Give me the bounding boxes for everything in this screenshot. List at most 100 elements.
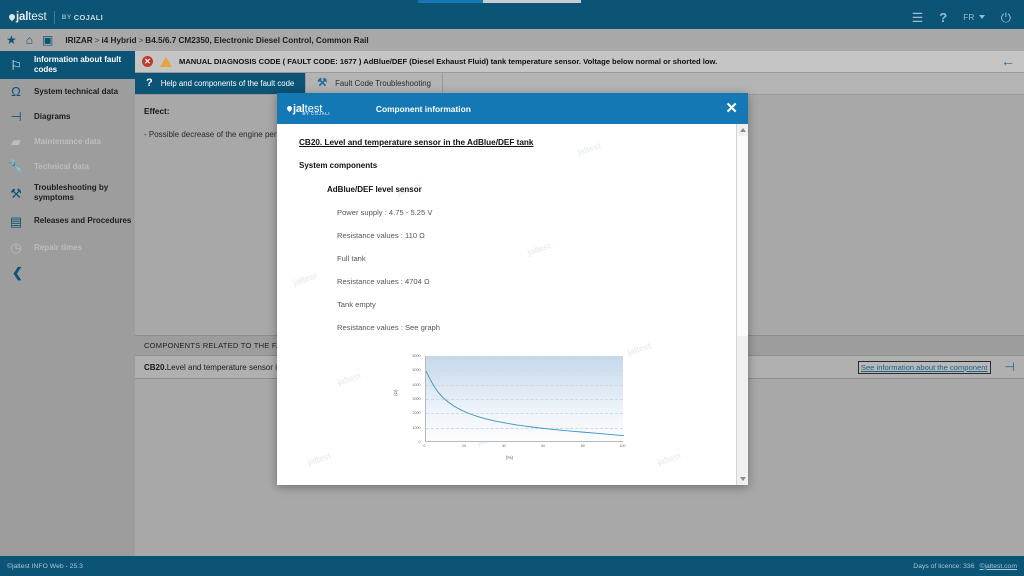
sidebar-item-label: Technical data <box>34 161 89 171</box>
language-selector[interactable]: FR <box>963 12 985 22</box>
app-header: jal test BY COJALI ☰ ? FR ⏻ <box>0 5 1024 29</box>
chart-x-tick-label: 40 <box>501 444 506 448</box>
top-strip-active-segment <box>418 0 483 3</box>
breadcrumb-sep-0: > <box>94 35 100 45</box>
sidebar-collapse-button[interactable]: ❮ <box>12 265 23 280</box>
spec-line: Power supply : 4.75 - 5.25 V <box>337 208 433 217</box>
spec-line: Resistance values : 110 Ω <box>337 231 425 240</box>
footer-version: ©jaltest INFO Web - 25.3 <box>7 562 83 570</box>
see-component-information-link[interactable]: See information about the component <box>857 360 991 374</box>
language-label: FR <box>963 12 975 22</box>
wrench-icon: 🔧 <box>7 159 25 174</box>
sidebar-item-releases-and-procedures[interactable]: ▤ Releases and Procedures <box>0 207 135 235</box>
dialog-body: jaltest jaltest jaltest jaltest jaltest … <box>277 124 748 485</box>
troubleshoot-icon: ⚒ <box>10 185 22 201</box>
chart-gridline <box>425 370 623 372</box>
system-components-subheading: System components <box>299 161 378 170</box>
search-vehicle-icon[interactable]: ▣ <box>42 33 54 47</box>
breadcrumb-sep-1: > <box>138 35 144 45</box>
scroll-up-icon[interactable] <box>740 128 746 132</box>
error-icon: ✕ <box>142 56 153 67</box>
list-icon[interactable]: ☰ <box>911 9 924 25</box>
component-row-text: CB20.Level and temperature sensor in t <box>144 363 286 372</box>
browser-top-strip <box>0 0 1024 5</box>
scrollbar-thumb[interactable] <box>737 136 748 336</box>
sidebar-item-diagrams[interactable]: ⊣ Diagrams <box>0 104 135 129</box>
scroll-down-icon[interactable] <box>740 477 746 481</box>
chart-gridline <box>425 427 623 429</box>
maintenance-icon: ▰ <box>11 134 21 149</box>
back-arrow-icon[interactable]: ← <box>1001 53 1015 69</box>
home-icon[interactable]: ⌂ <box>25 33 34 47</box>
footer-website-link[interactable]: ©jaltest.com <box>979 562 1018 570</box>
sidebar: ⚐ Information about fault codes Ω System… <box>0 51 135 556</box>
tab-fault-code-troubleshooting[interactable]: ⚒ Fault Code Troubleshooting <box>306 73 443 94</box>
chart-x-tick-label: 20 <box>462 444 467 448</box>
logo-test-text: test <box>28 11 47 23</box>
tab-bar: ? Help and components of the fault code … <box>135 73 1024 95</box>
breadcrumb[interactable]: IRIZAR > i4 Hybrid > B4.5/6.7 CM2350, Electr… <box>65 36 368 45</box>
dialog-scrollbar[interactable] <box>736 124 748 485</box>
chart-y-axis-label: (Ω) <box>392 389 398 397</box>
chart-x-tick-label: 60 <box>541 444 546 448</box>
dialog-title: Component information <box>375 103 471 114</box>
effect-title: Effect: <box>144 107 170 116</box>
sidebar-item-label: Repair times <box>34 242 83 252</box>
chart-y-ticks: 0 1000 2000 3000 4000 5000 6000 <box>401 354 423 444</box>
chart-y-tick-label: 4000 <box>412 382 421 387</box>
tab-bar-filler <box>443 73 1024 94</box>
component-name: AdBlue/DEF level sensor <box>327 185 422 194</box>
chart-y-tick-label: 5000 <box>412 368 421 373</box>
effect-description: - Possible decrease of the engine perfo <box>144 130 284 139</box>
chart-gridline <box>425 356 623 357</box>
header-actions: ☰ ? FR ⏻ <box>912 11 1024 24</box>
chart-gridline <box>425 413 623 415</box>
sidebar-item-label: Maintenance data <box>34 136 102 146</box>
logo-cojali-text: COJALI <box>73 12 104 22</box>
close-icon[interactable]: ✕ <box>725 100 738 117</box>
chart-y-tick-label: 1000 <box>412 425 421 430</box>
breadcrumb-item-0: IRIZAR <box>65 35 93 45</box>
sidebar-item-troubleshooting-by-symptoms[interactable]: ⚒ Troubleshooting by symptoms <box>0 179 135 207</box>
sidebar-item-label: Troubleshooting by symptoms <box>34 183 109 202</box>
fault-codes-icon: ⚐ <box>10 57 22 73</box>
resistance-chart: (Ω) 0 1000 2000 3000 4000 5000 6000 0 20 40 60 80 1… <box>392 354 626 464</box>
sidebar-item-repair-times: ◷ Repair times <box>0 235 135 260</box>
components-section-title: COMPONENTS RELATED TO THE FAULT <box>144 341 296 350</box>
fault-code-banner: ✕ MANUAL DIAGNOSIS CODE ( FAULT CODE: 16… <box>135 51 1024 73</box>
logo-dot-icon <box>285 104 294 113</box>
fault-code-text: MANUAL DIAGNOSIS CODE ( FAULT CODE: 1677… <box>179 57 718 66</box>
tab-help-and-components[interactable]: ? Help and components of the fault code <box>135 73 307 94</box>
sidebar-item-label: System technical data <box>34 86 119 96</box>
component-label: Level and temperature sensor in t <box>166 362 286 372</box>
sidebar-item-maintenance-data: ▰ Maintenance data <box>0 129 135 154</box>
sidebar-item-label: Releases and Procedures <box>34 216 132 225</box>
app-footer: ©jaltest INFO Web - 25.3 Days of licence… <box>0 556 1024 576</box>
app-logo: jal test BY COJALI <box>0 10 104 24</box>
tab-label: Fault Code Troubleshooting <box>335 79 431 88</box>
spec-line: Full tank <box>337 254 366 263</box>
help-icon[interactable]: ? <box>939 9 948 25</box>
ohm-icon: Ω <box>11 84 21 99</box>
logo-by-text: BY <box>61 13 72 21</box>
chart-x-tick-label: 0 <box>423 444 426 448</box>
sidebar-item-information-about-fault-codes[interactable]: ⚐ Information about fault codes <box>0 51 135 79</box>
diagram-icon[interactable]: ⊣ <box>1004 360 1015 374</box>
favorite-icon[interactable]: ★ <box>6 33 17 47</box>
chart-series-line <box>425 370 624 437</box>
chart-gridline <box>425 399 623 400</box>
logo-by-cojali-text: BY COJALI <box>302 111 330 116</box>
power-icon[interactable]: ⏻ <box>1000 9 1011 25</box>
dialog-header: jal test BY COJALI Component information… <box>277 93 748 124</box>
spec-line: Resistance values : See graph <box>337 323 440 332</box>
help-icon: ? <box>146 77 153 89</box>
chart-x-axis-label: (%) <box>505 455 514 460</box>
footer-licence-days: Days of licence: 336 <box>913 562 975 570</box>
sidebar-item-technical-data: 🔧 Technical data <box>0 154 135 179</box>
top-strip-inactive-segment <box>483 0 581 3</box>
sidebar-item-system-technical-data[interactable]: Ω System technical data <box>0 79 135 104</box>
dialog-content: CB20. Level and temperature sensor in th… <box>277 124 748 464</box>
chevron-down-icon <box>978 15 985 19</box>
logo-test-text: test <box>304 102 323 115</box>
